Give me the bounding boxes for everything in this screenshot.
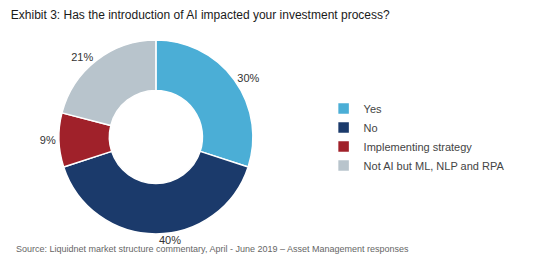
svg-text:Source: Liquidnet market struc: Source: Liquidnet market structure comme… <box>16 244 409 254</box>
svg-text:21%: 21% <box>71 51 93 63</box>
svg-text:40%: 40% <box>159 234 181 246</box>
svg-text:No: No <box>364 122 378 134</box>
svg-text:Yes: Yes <box>364 103 382 115</box>
svg-text:30%: 30% <box>237 72 259 84</box>
svg-text:Not AI but ML, NLP and RPA: Not AI but ML, NLP and RPA <box>364 160 505 172</box>
svg-text:9%: 9% <box>40 134 56 146</box>
svg-text:Implementing strategy: Implementing strategy <box>364 141 473 153</box>
svg-text:Exhibit 3: Has the introductio: Exhibit 3: Has the introduction of AI im… <box>11 8 390 22</box>
